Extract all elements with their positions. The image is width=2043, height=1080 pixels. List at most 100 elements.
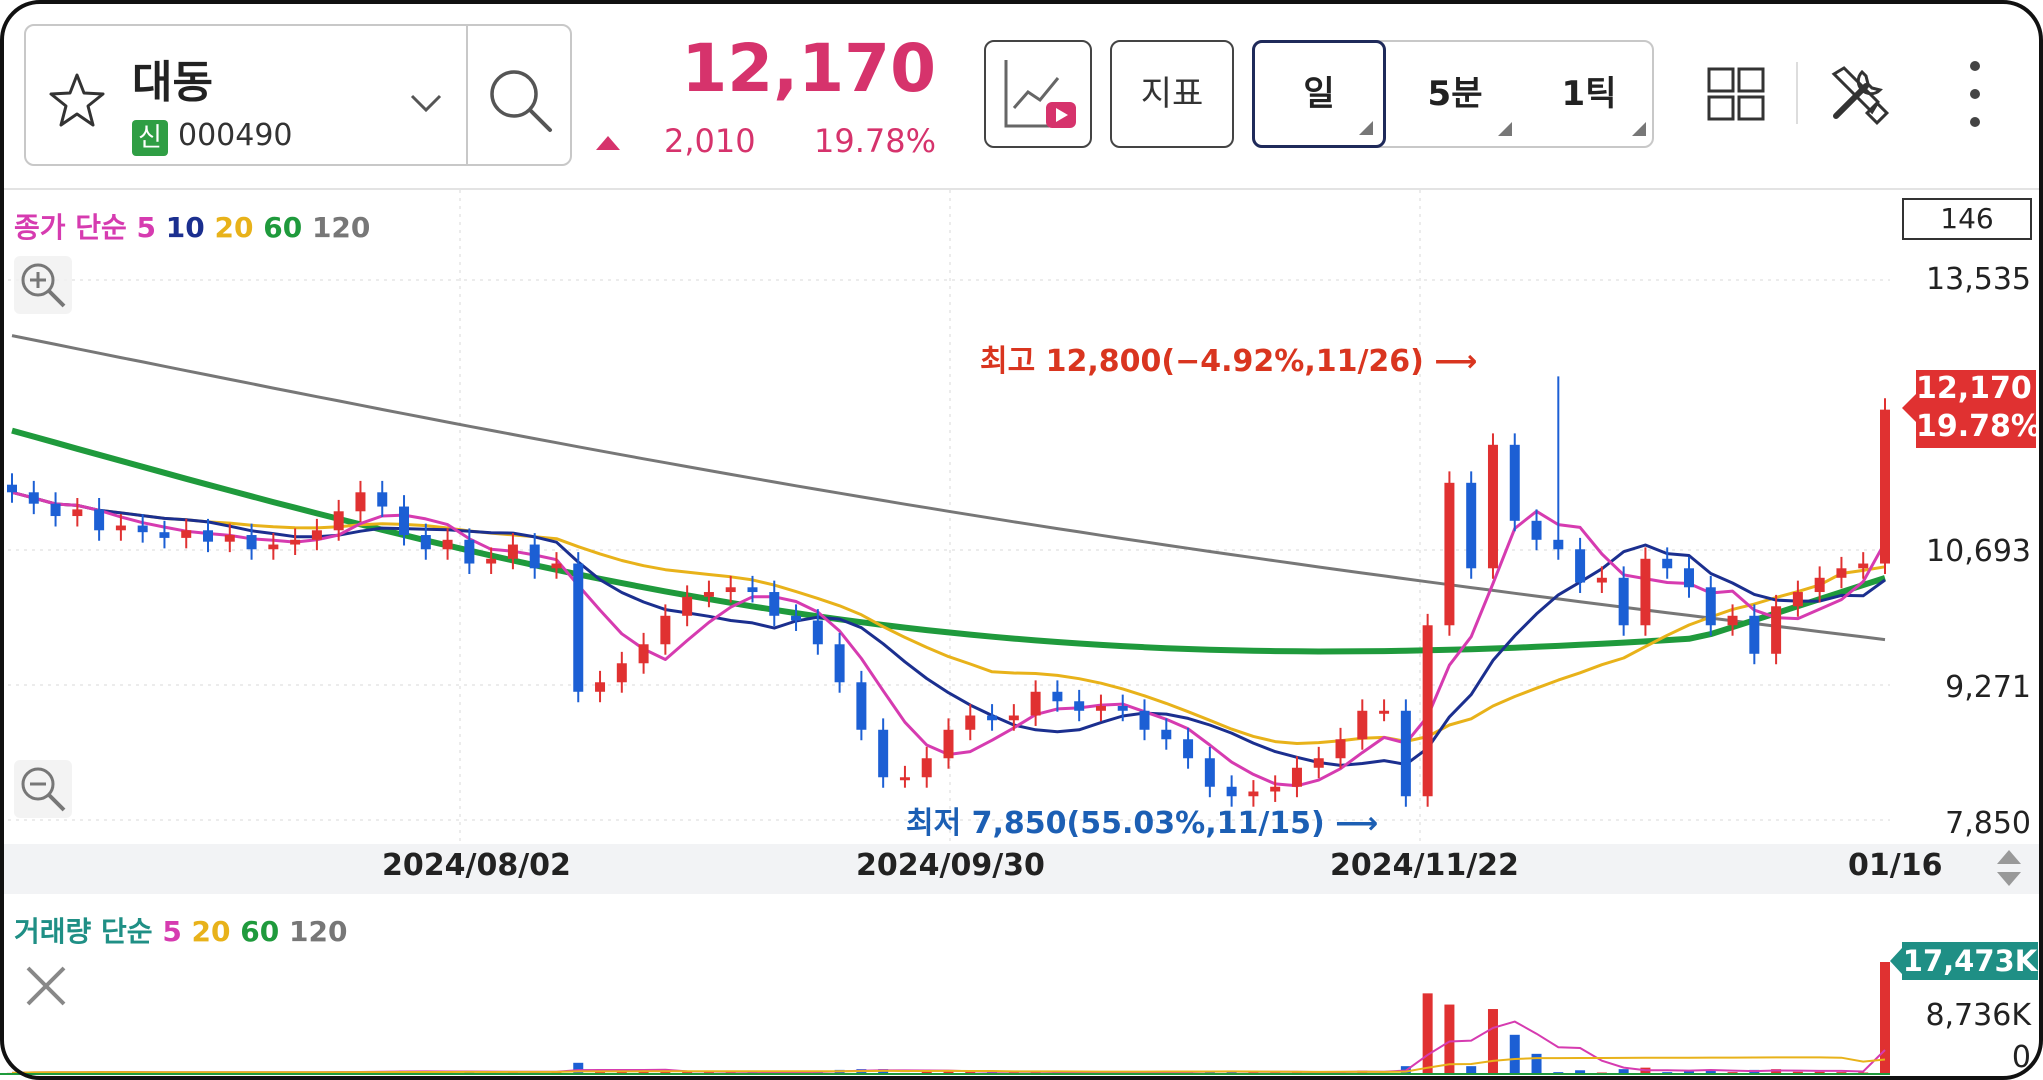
candle-body [1531,520,1542,540]
corner-marker [1359,121,1373,135]
ma20-line [11,490,1886,745]
volume-bar [921,1071,932,1074]
period-label: 5분 [1427,74,1483,114]
volume-bar [682,1071,693,1074]
stock-selector[interactable]: 대동 신 000490 [24,24,572,166]
grid-layout-icon[interactable] [1706,56,1766,132]
candle-body [203,530,214,542]
period-day-tab[interactable]: 일 [1252,40,1386,148]
candle-body [682,596,693,616]
price-change: 2,010 19.78% [596,122,936,162]
candle-body [1335,739,1346,759]
candle-body [94,509,105,531]
candle-body [638,644,649,664]
candle-body [442,539,453,550]
stock-code: 000490 [178,118,293,153]
volume-bar [1422,993,1433,1074]
candle-body [1509,444,1520,521]
period-5min-tab[interactable]: 5분 [1388,42,1522,146]
candle-body [1575,549,1586,583]
low-annotation: 최저 7,850(55.03%,11/15) ⟶ [906,798,1378,842]
candle-body [1727,615,1738,626]
volume-bar [1466,1066,1477,1074]
candle-body [747,587,758,593]
x-axis-bar[interactable] [0,844,2043,894]
candle-body [1749,615,1760,654]
volume-ma-legend[interactable]: 거래량 단순 5 20 60 120 [14,910,347,950]
volume-zero-label: 0 [2011,1040,2031,1075]
candle-body [1030,691,1041,716]
candle-body [987,715,998,721]
arrow-right-icon: ⟶ [1434,344,1478,379]
ma60-line [11,427,1886,655]
candle-body [725,587,736,593]
candle-body [1139,710,1150,730]
volume-bar [1509,1034,1520,1074]
candle-body [507,544,518,559]
credit-badge: 신 [132,120,168,156]
candle-body [1771,606,1782,654]
low-text: 최저 7,850(55.03%,11/15) [906,806,1325,841]
vma5-line [11,1020,1886,1074]
candle-body [355,492,366,512]
candle-body [1640,558,1651,626]
candle-body [921,758,932,778]
period-tick-tab[interactable]: 1틱 [1522,42,1656,146]
visible-count-box[interactable]: 146 [1902,198,2032,240]
volume-bar [943,1070,954,1074]
candle-body [1553,539,1564,550]
candle-body [115,525,126,531]
zoom-out-icon[interactable] [14,760,72,818]
candle-body [1814,577,1825,593]
y-tick-label: 7,850 [1945,806,2031,841]
volume-chart[interactable] [0,950,1890,1080]
candle-body [1880,409,1890,564]
vma20-line [11,1056,1886,1074]
more-vertical-icon[interactable] [1960,56,1990,132]
candle-body [7,484,17,493]
legend-ma5: 5 [136,211,157,244]
candle-body [1858,563,1869,569]
candle-body [1095,706,1106,711]
scroll-arrows-icon[interactable] [1992,846,2026,890]
candle-body [333,511,344,531]
candle-body [551,563,562,569]
change-amount: 2,010 [664,122,756,160]
price-chart[interactable] [0,190,1890,844]
candle-body [1618,577,1629,626]
volume-bar [1880,962,1890,1074]
candle-body [595,682,606,692]
search-icon[interactable] [486,66,556,136]
legend-prefix: 종가 단순 [14,211,127,244]
volume-bar [1792,1071,1803,1074]
zoom-in-icon[interactable] [14,256,72,314]
candle-body [224,535,235,542]
candle-body [660,615,671,645]
tools-icon[interactable] [1826,56,1890,132]
candle-body [1683,568,1694,588]
star-icon[interactable] [46,70,108,132]
price-ma-legend[interactable]: 종가 단순 5 10 20 60 120 [14,206,370,246]
candle-body [703,592,714,597]
candle-body [1357,710,1368,740]
candle-body [50,503,61,517]
candle-body [856,682,867,730]
arrow-right-icon: ⟶ [1335,806,1379,841]
stock-name: 대동 [132,57,213,108]
candle-body [1487,444,1498,569]
chart-type-button[interactable] [984,40,1092,148]
candle-body [1444,482,1455,626]
candle-body [1008,715,1019,721]
candle-body [159,532,170,538]
candle-body [1074,701,1085,711]
volume-bar [1683,1071,1694,1074]
candle-body [943,729,954,759]
candle-body [72,509,83,517]
close-icon[interactable] [14,954,78,1018]
ma120-line [11,334,1886,642]
candle-body [28,492,39,504]
volume-bar [1618,1069,1629,1074]
chevron-down-icon[interactable] [408,88,444,118]
volume-bar [616,1071,627,1074]
indicator-button[interactable]: 지표 [1110,40,1234,148]
